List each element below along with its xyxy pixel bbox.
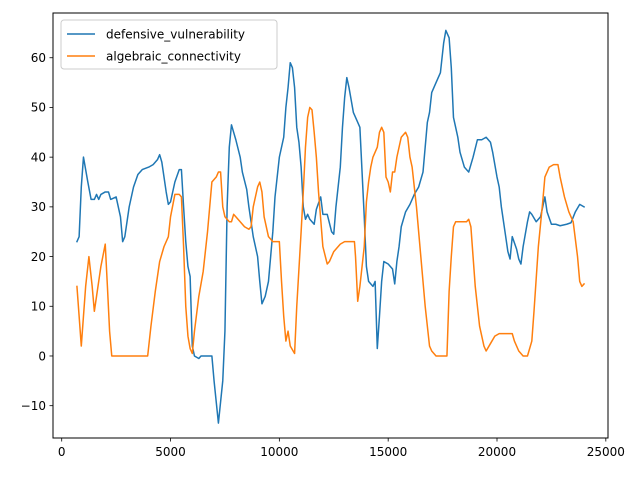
x-tick-label: 25000	[587, 445, 625, 459]
y-tick-label: 30	[31, 200, 46, 214]
x-tick-label: 20000	[478, 445, 516, 459]
y-tick-label: 60	[31, 51, 46, 65]
y-tick-label: 10	[31, 300, 46, 314]
y-tick-label: 20	[31, 250, 46, 264]
x-tick-label: 10000	[260, 445, 298, 459]
legend-label-defensive-vulnerability: defensive_vulnerability	[106, 27, 245, 41]
y-axis: −10 0 10 20 30 40 50 60	[21, 51, 53, 413]
y-tick-label: 40	[31, 150, 46, 164]
x-tick-label: 0	[58, 445, 66, 459]
y-tick-label: 0	[38, 349, 46, 363]
legend: defensive_vulnerability algebraic_connect…	[60, 19, 278, 70]
plot-layer	[75, 29, 586, 424]
series-line-algebraic-connectivity	[76, 106, 586, 357]
y-tick-label: −10	[21, 399, 46, 413]
legend-box	[60, 19, 278, 70]
x-tick-label: 5000	[155, 445, 186, 459]
x-tick-label: 15000	[369, 445, 407, 459]
series-line-defensive-vulnerability	[75, 29, 586, 424]
plot-frame	[52, 12, 609, 439]
legend-label-algebraic-connectivity: algebraic_connectivity	[106, 49, 241, 63]
x-axis: 0 5000 10000 15000 20000 25000	[58, 438, 625, 459]
y-tick-label: 50	[31, 101, 46, 115]
